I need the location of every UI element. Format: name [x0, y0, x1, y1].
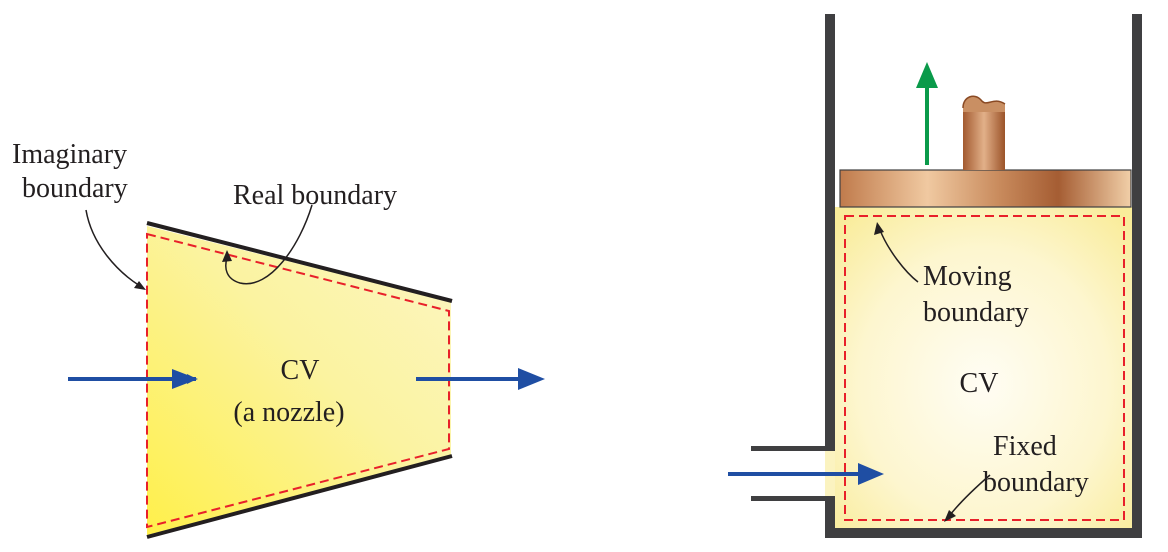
piston-rod-cut-end: [963, 96, 1005, 112]
moving-boundary-leader-arrowhead: [874, 222, 884, 235]
imaginary-boundary-line1: Imaginary: [12, 139, 127, 170]
fixed-boundary-line2: boundary: [983, 467, 1089, 498]
nozzle-cv-boundary: [146, 232, 450, 529]
nozzle-fluid-region: [147, 226, 451, 535]
inlet-pipe-upper-wall: [751, 446, 827, 451]
real-boundary-leader-arrowhead: [222, 250, 232, 262]
imaginary-boundary-leader-arrowhead: [134, 281, 146, 290]
cylinder-left-wall: [825, 14, 835, 538]
nozzle-cv-label: CV: [281, 355, 320, 386]
cylinder-bottom-wall: [825, 528, 1142, 538]
nozzle-lower-wall: [146, 454, 453, 539]
piston: [839, 169, 1132, 208]
nozzle-upper-wall: [146, 221, 453, 303]
imaginary-boundary-leader: [85, 209, 141, 287]
piston-cylinder-figure: Moving boundary CV Fixed boundary: [728, 14, 1142, 538]
piston-rod: [963, 108, 1005, 170]
cylinder-gas-region: [835, 207, 1132, 530]
imaginary-boundary-line2: boundary: [22, 173, 128, 204]
cylinder-cv-label: CV: [960, 368, 999, 399]
nozzle-figure: Imaginary boundary Real boundary CV (a n…: [12, 139, 545, 539]
fixed-boundary-label: Fixed boundary: [983, 431, 1089, 498]
nozzle-inlet-arrowhead: [172, 369, 198, 389]
piston-motion-arrowhead: [916, 62, 938, 88]
cylinder-inlet-arrowhead: [858, 463, 884, 485]
inlet-pipe-lower-wall: [751, 496, 827, 501]
piston-rod-cut-edge: [962, 95, 1006, 109]
fixed-boundary-leader-arrowhead: [944, 510, 956, 522]
real-boundary-leader: [225, 204, 313, 285]
moving-boundary-line1: Moving: [923, 261, 1012, 292]
nozzle-outlet-arrowhead: [518, 368, 545, 390]
fixed-boundary-leader: [949, 474, 991, 516]
cylinder-cv-boundary: [844, 215, 1125, 521]
moving-boundary-label: Moving boundary: [923, 261, 1029, 328]
moving-boundary-line2: boundary: [923, 297, 1029, 328]
fixed-boundary-line1: Fixed: [993, 431, 1057, 462]
nozzle-cv-sublabel: (a nozzle): [233, 397, 344, 428]
moving-boundary-leader: [879, 229, 919, 283]
cylinder-right-wall: [1132, 14, 1142, 538]
imaginary-boundary-label: Imaginary boundary: [12, 139, 134, 204]
real-boundary-label: Real boundary: [233, 180, 397, 211]
